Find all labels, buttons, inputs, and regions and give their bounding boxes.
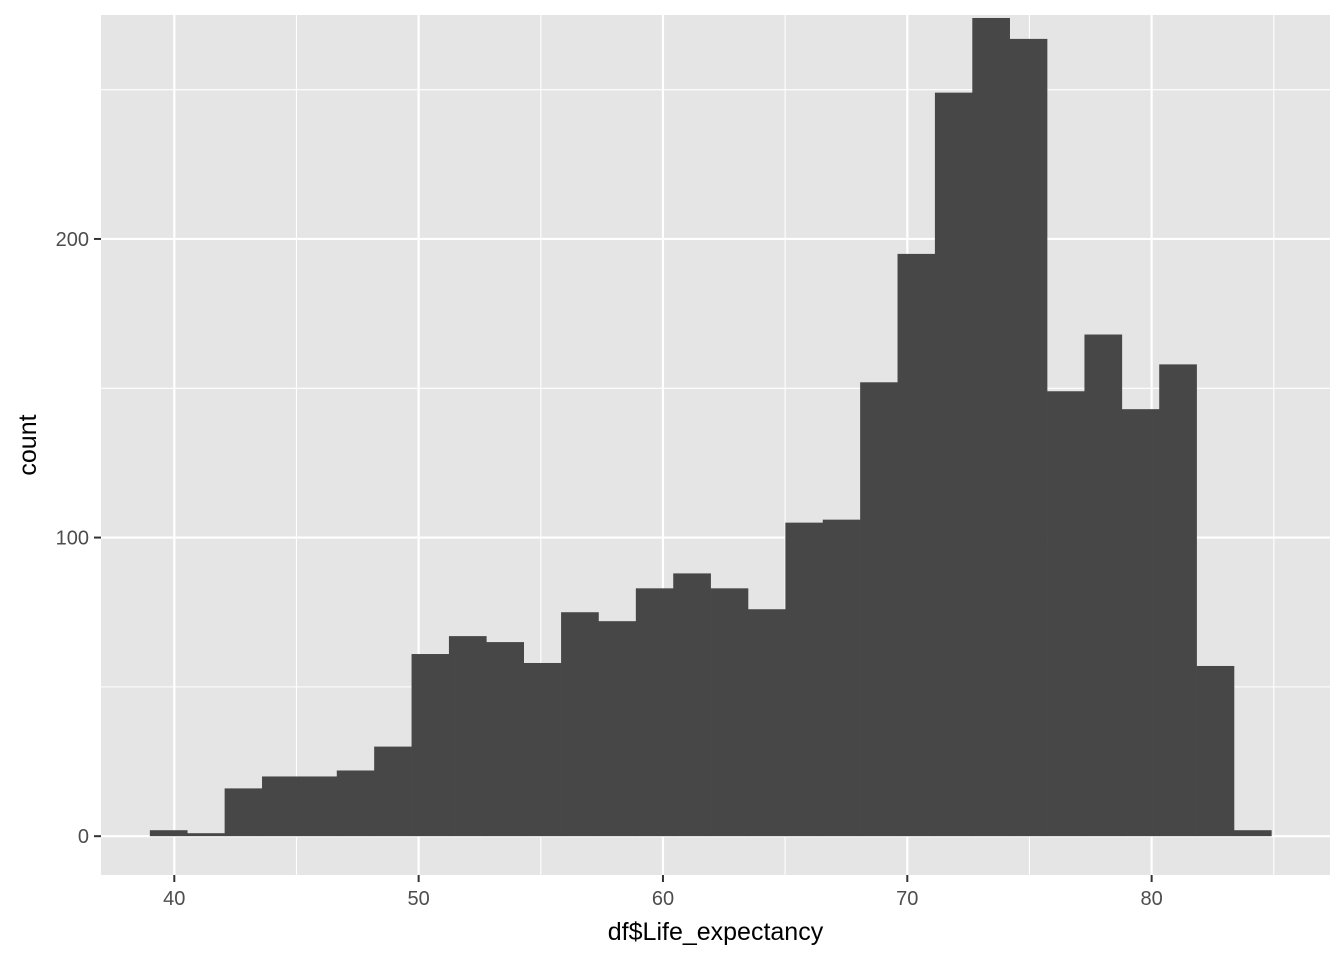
x-tick-label: 40	[163, 888, 185, 910]
histogram-bar	[860, 382, 898, 837]
histogram-bar	[561, 612, 599, 837]
x-axis-title: df$Life_expectancy	[608, 918, 824, 946]
y-axis-title: count	[14, 414, 42, 475]
histogram-bar	[523, 662, 562, 837]
histogram-bar	[486, 642, 524, 837]
histogram-bar	[224, 788, 263, 837]
histogram-bar	[635, 588, 674, 837]
histogram-bars	[149, 17, 1272, 837]
histogram-bar	[598, 621, 637, 837]
histogram-bar	[934, 92, 973, 837]
histogram-bar	[1009, 38, 1048, 837]
histogram-bar	[374, 746, 412, 837]
histogram-bar	[710, 588, 749, 837]
y-axis: 0 100 200	[56, 229, 101, 848]
x-tick-label: 70	[896, 888, 918, 910]
y-tick-label: 0	[78, 826, 89, 848]
x-tick-label: 80	[1141, 888, 1163, 910]
histogram-bar	[1121, 409, 1160, 837]
histogram-bar	[1084, 334, 1123, 837]
histogram-bar	[747, 609, 786, 837]
histogram-bar	[448, 636, 487, 837]
histogram-bar	[1233, 830, 1272, 837]
histogram-bar	[411, 654, 450, 837]
y-tick-label: 100	[56, 528, 89, 550]
histogram-bar	[1159, 364, 1197, 837]
histogram-bar	[299, 776, 338, 837]
x-axis: 40 50 60 70 80	[163, 875, 1163, 910]
histogram-bar	[187, 833, 225, 837]
histogram-bar	[262, 776, 300, 837]
histogram-bar	[149, 830, 188, 837]
y-tick-label: 200	[56, 229, 89, 251]
histogram-bar	[897, 253, 936, 837]
histogram-bar	[822, 519, 861, 837]
histogram-bar	[336, 770, 375, 837]
histogram-bar	[972, 17, 1010, 837]
x-tick-label: 50	[408, 888, 430, 910]
histogram-bar	[1047, 391, 1085, 837]
histogram-bar	[785, 522, 824, 837]
histogram-bar	[673, 573, 711, 837]
x-tick-label: 60	[652, 888, 674, 910]
histogram-bar	[1196, 665, 1235, 837]
